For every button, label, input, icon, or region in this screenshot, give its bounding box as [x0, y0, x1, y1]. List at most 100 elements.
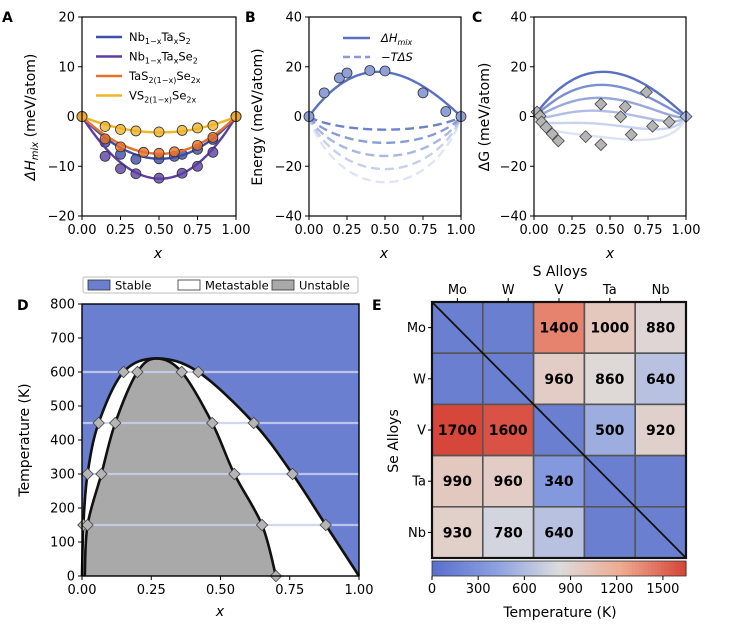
panel-e-cell-value: 960 — [544, 372, 573, 388]
panel-c-tangent-marker — [551, 134, 565, 148]
panel-c-free-energy-curve — [533, 115, 688, 131]
panel-c-y-tick-label: 40 — [510, 11, 527, 26]
panel-d-y-tick-label: 700 — [50, 332, 75, 347]
panel-b-entropy-curve — [307, 116, 463, 171]
panel-b-chart: 0.00 0.25 0.50 0.75 1.00 −40 −20 0 20 40 Energy (… — [250, 11, 475, 263]
panel-e-top-tick-label: Nb — [652, 283, 670, 298]
panel-e-colorbar: 0 300 600 900 1200 1500 — [428, 560, 687, 597]
panel-d-y-tick-label: 300 — [50, 468, 75, 483]
panel-c-x-tick-label: 0.50 — [596, 223, 625, 238]
panel-b-legend-label: ΔHmix — [380, 31, 413, 47]
panel-c-free-energy-curve — [533, 83, 687, 118]
panel-d-x-tick-label: 0.50 — [206, 583, 235, 598]
panel-a-legend-label: VS2(1−x)Se2x — [129, 89, 196, 105]
panel-e-colorbar-segment — [555, 561, 560, 576]
panel-e-colorbar-segment — [676, 561, 681, 576]
panel-e-left-tick-label: W — [413, 372, 426, 387]
panel-c-y-tick-label: 20 — [510, 60, 527, 75]
panel-d-unstable-region — [84, 358, 276, 576]
panel-e-colorbar-segment — [670, 561, 674, 576]
panel-d-boundary-marker — [228, 467, 241, 481]
panel-e-colorbar-segment — [641, 561, 646, 576]
panel-label-d: D — [17, 298, 29, 314]
panel-e-colorbar-segment — [606, 561, 611, 576]
panel-e-colorbar-segment — [530, 561, 535, 576]
panel-label-a: A — [2, 10, 13, 26]
panel-e-left-tick-label: Nb — [408, 526, 426, 541]
panel-e-colorbar-segment — [647, 561, 652, 576]
panel-e-heatmap-cell — [583, 505, 637, 559]
panel-a-data-point — [115, 124, 126, 135]
panel-e-colorbar-segment — [568, 561, 573, 576]
panel-b-entropy-curve — [308, 115, 462, 131]
panel-a-data-point — [130, 153, 142, 165]
panel-c-x-tick-label: 0.25 — [558, 223, 587, 238]
panel-d-legend-label: Metastable — [205, 279, 269, 293]
panel-c-tangent-marker — [594, 138, 608, 152]
panel-e-colorbar-segment — [682, 561, 687, 576]
panel-d-chart: Stable Metastable Unstable 0.00 0.25 0.50 0.7… — [17, 276, 373, 620]
panel-e-colorbar-segment — [600, 561, 605, 576]
panel-e-heatmap-cell — [431, 454, 484, 508]
panel-e-colorbar-segment — [520, 561, 525, 576]
panel-a-data-point — [153, 126, 165, 138]
panel-a-frame — [81, 16, 237, 217]
panel-e-heatmap-cell — [634, 454, 687, 508]
panel-e-colorbar-segment — [565, 561, 570, 576]
panel-d-boundary-marker — [81, 467, 94, 481]
panel-c-x-axis-label: x — [605, 246, 615, 262]
panel-b-enthalpy-curve — [308, 70, 462, 118]
panel-a-data-point — [207, 120, 219, 131]
panel-e-colorbar-segment — [657, 561, 662, 576]
panel-d-spinodal-curve — [83, 357, 278, 577]
panel-c-x-tick-label: 1.00 — [672, 223, 701, 238]
panel-e-colorbar-segment — [511, 561, 516, 576]
panel-a-data-point — [99, 133, 111, 145]
panel-b-x-tick-label: 1.00 — [447, 223, 476, 238]
panel-c-tangent-marker — [639, 85, 653, 99]
panel-e-colorbar-segment — [638, 561, 643, 576]
panel-b-x-tick-label: 0.25 — [333, 223, 362, 238]
panel-e-colorbar-frame — [431, 560, 687, 577]
panel-e-colorbar-segment — [495, 561, 500, 576]
panel-e-colorbar-segment — [533, 561, 538, 576]
panel-e-colorbar-segment — [559, 561, 563, 576]
panel-d-y-tick-label: 800 — [50, 298, 75, 313]
panel-c-y-tick-label: 0 — [519, 110, 527, 125]
panel-d-boundary-marker — [255, 518, 269, 532]
panel-e-colorbar-segment — [460, 561, 465, 576]
panel-b-y-tick-label: 40 — [285, 11, 302, 26]
panel-d-boundary-marker — [92, 416, 105, 430]
panel-e-colorbar-segment — [597, 561, 601, 576]
panel-b-x-axis-label: x — [379, 246, 389, 262]
panel-a-x-tick-label: 0.25 — [106, 223, 135, 238]
panel-c-x-tick-label: 0.75 — [634, 223, 663, 238]
panel-e-top-tick-label: Ta — [602, 283, 617, 298]
panel-e-colorbar-segment — [543, 561, 547, 576]
panel-c-y-tick-label: −40 — [500, 210, 527, 225]
panel-b-data-point — [440, 106, 452, 117]
panel-d-frame — [81, 303, 360, 577]
panel-b-y-tick-label: −40 — [275, 210, 302, 225]
panel-a-x-tick-label: 0.50 — [145, 223, 174, 238]
panel-c-free-energy-curve — [533, 70, 687, 118]
panel-d-boundary-marker — [192, 365, 205, 379]
panel-e-colorbar-segment — [457, 561, 462, 576]
panel-b-legend: ΔHmix −TΔS — [343, 31, 413, 64]
panel-e-colorbar-segment — [593, 561, 598, 576]
panel-e-colorbar-segment — [454, 561, 458, 576]
panel-e-colorbar-segment — [571, 561, 576, 576]
panel-a-data-point — [115, 163, 126, 175]
panel-a-data-point — [99, 150, 111, 162]
panel-e-colorbar-segment — [673, 561, 678, 576]
panel-b-x-tick-label: 0.50 — [371, 223, 400, 238]
panel-a-data-point — [192, 160, 203, 172]
panel-e-cell-value: 340 — [544, 474, 573, 490]
panel-d-x-tick-label: 0.00 — [68, 583, 97, 598]
panel-b-entropy-curve — [308, 115, 462, 145]
panel-a-data-point — [168, 146, 180, 158]
panel-d-x-axis-label: x — [215, 604, 225, 620]
panel-e-colorbar-segment — [549, 561, 554, 576]
panel-e-top-tick-label: W — [502, 283, 515, 298]
panel-a-chart: 0.00 0.25 0.50 0.75 1.00 −20 −10 0 10 20 ΔHmix (m… — [23, 11, 250, 263]
